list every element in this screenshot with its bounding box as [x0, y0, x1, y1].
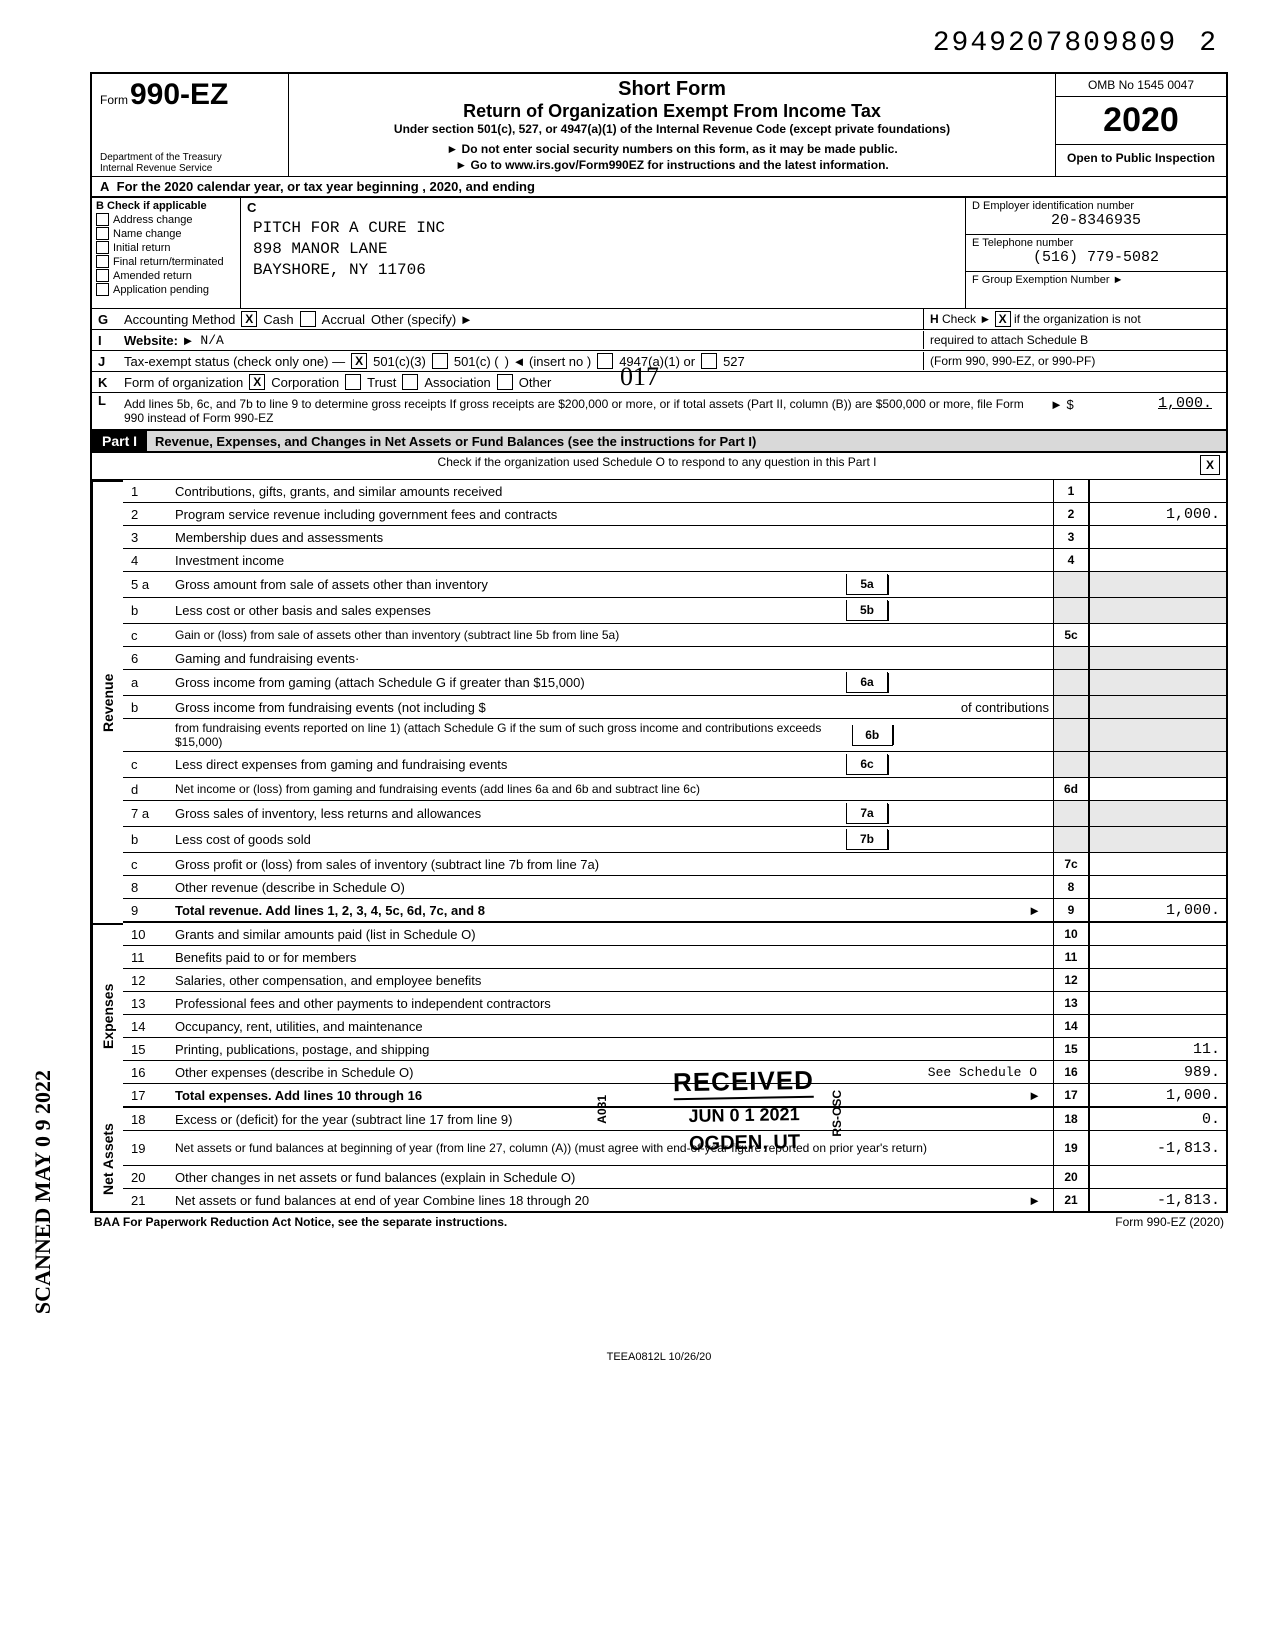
- f-label: F Group Exemption Number ►: [972, 274, 1220, 286]
- b-label: Check if applicable: [107, 200, 207, 212]
- h-line3: (Form 990, 990-EZ, or 990-PF): [923, 352, 1226, 370]
- header-center: Short Form Return of Organization Exempt…: [289, 74, 1056, 176]
- form-header: Form990-EZ Department of the Treasury In…: [90, 72, 1228, 177]
- dln-main: 294920780980: [933, 28, 1159, 59]
- chk-assoc[interactable]: [402, 374, 418, 390]
- part1-header: Part I Revenue, Expenses, and Changes in…: [90, 431, 1228, 453]
- h-note: H Check ► X if the organization is not: [923, 309, 1226, 329]
- row-a-text: For the 2020 calendar year, or tax year …: [117, 179, 535, 194]
- d-label: D Employer identification number: [972, 200, 1220, 212]
- header-right: OMB No 1545 0047 2020 Open to Public Ins…: [1056, 74, 1226, 176]
- chk-trust[interactable]: [345, 374, 361, 390]
- footer: BAA For Paperwork Reduction Act Notice, …: [90, 1213, 1228, 1231]
- side-expenses: Expenses: [92, 923, 123, 1108]
- chk-527[interactable]: [701, 353, 717, 369]
- side-revenue: Revenue: [92, 480, 123, 923]
- l-arrow: ► $: [1050, 397, 1074, 412]
- part1-label: Part I: [92, 431, 147, 451]
- j-label: Tax-exempt status (check only one) —: [124, 354, 345, 369]
- org-addr2: BAYSHORE, NY 11706: [253, 260, 965, 281]
- omb-number: OMB No 1545 0047: [1056, 74, 1226, 97]
- do-not-ssn: ► Do not enter social security numbers o…: [297, 142, 1047, 156]
- stamp-a031: A031: [595, 1095, 609, 1124]
- chk-501c[interactable]: [432, 353, 448, 369]
- part1-sub-chk[interactable]: X: [1200, 455, 1220, 475]
- footer-form: Form 990-EZ (2020): [1115, 1215, 1224, 1229]
- chk-other[interactable]: [497, 374, 513, 390]
- dln-number: 29492078098092: [933, 28, 1218, 59]
- chk-address[interactable]: Address change: [96, 213, 236, 226]
- chk-h[interactable]: X: [995, 311, 1011, 327]
- part1-title: Revenue, Expenses, and Changes in Net As…: [155, 434, 1226, 449]
- f-group: F Group Exemption Number ►: [966, 272, 1226, 308]
- row-l: L Add lines 5b, 6c, and 7b to line 9 to …: [90, 392, 1228, 431]
- scanned-stamp: SCANNED MAY 0 9 2022: [30, 1070, 56, 1314]
- goto-url: ► Go to www.irs.gov/Form990EZ for instru…: [297, 158, 1047, 172]
- org-name: PITCH FOR A CURE INC: [253, 218, 965, 239]
- part1-sub: Check if the organization used Schedule …: [120, 455, 1194, 469]
- i-value: N/A: [200, 333, 223, 348]
- side-net-assets: Net Assets: [92, 1108, 123, 1211]
- chk-4947[interactable]: [597, 353, 613, 369]
- chk-corp[interactable]: X: [249, 374, 265, 390]
- form-number: Form990-EZ: [100, 78, 280, 112]
- chk-name[interactable]: Name change: [96, 227, 236, 240]
- l-text: Add lines 5b, 6c, and 7b to line 9 to de…: [124, 397, 1040, 425]
- form-no: 990-EZ: [130, 78, 228, 111]
- dln-s2: 2: [1199, 28, 1218, 59]
- row-k: K Form of organization XCorporation Trus…: [90, 371, 1228, 392]
- org-name-block: PITCH FOR A CURE INC 898 MANOR LANE BAYS…: [241, 198, 965, 280]
- d-value: 20-8346935: [972, 212, 1220, 229]
- k-label: Form of organization: [124, 375, 243, 390]
- col-b-checkboxes: B Check if applicable Address change Nam…: [92, 198, 241, 308]
- dept-treasury: Department of the Treasury Internal Reve…: [100, 152, 280, 174]
- h-line2: required to attach Schedule B: [923, 331, 1226, 349]
- row-j: J Tax-exempt status (check only one) — X…: [90, 350, 1228, 371]
- col-c-org: C PITCH FOR A CURE INC 898 MANOR LANE BA…: [241, 198, 966, 308]
- chk-pending[interactable]: Application pending: [96, 283, 236, 296]
- see-schedule-o: See Schedule O: [928, 1065, 1049, 1080]
- return-title: Return of Organization Exempt From Incom…: [297, 101, 1047, 122]
- open-public: Open to Public Inspection: [1056, 145, 1226, 171]
- i-label: Website: ►: [124, 333, 194, 348]
- teea-code: TEEA0812L 10/26/20: [90, 1351, 1228, 1363]
- chk-final[interactable]: Final return/terminated: [96, 255, 236, 268]
- l-value: 1,000.: [1158, 395, 1220, 412]
- dln-s1: 9: [1158, 28, 1177, 59]
- org-addr1: 898 MANOR LANE: [253, 239, 965, 260]
- form-label: Form: [100, 93, 128, 107]
- header-left: Form990-EZ Department of the Treasury In…: [92, 74, 289, 176]
- handwritten-017: 017: [620, 362, 659, 392]
- e-phone: E Telephone number (516) 779-5082: [966, 235, 1226, 272]
- footer-baa: BAA For Paperwork Reduction Act Notice, …: [94, 1215, 507, 1229]
- under-section: Under section 501(c), 527, or 4947(a)(1)…: [297, 122, 1047, 136]
- chk-initial[interactable]: Initial return: [96, 241, 236, 254]
- chk-amended[interactable]: Amended return: [96, 269, 236, 282]
- d-ein: D Employer identification number 20-8346…: [966, 198, 1226, 235]
- c-label: C: [247, 200, 256, 215]
- schedule-table: Revenue 1Contributions, gifts, grants, a…: [90, 480, 1228, 1213]
- e-value: (516) 779-5082: [972, 249, 1220, 266]
- g-label: Accounting Method: [124, 312, 235, 327]
- row-a-tax-year: A For the 2020 calendar year, or tax yea…: [90, 177, 1228, 198]
- chk-501c3[interactable]: X: [351, 353, 367, 369]
- part1-subcheck: Check if the organization used Schedule …: [90, 453, 1228, 480]
- chk-cash[interactable]: X: [241, 311, 257, 327]
- row-g: G Accounting Method XCash Accrual Other …: [90, 308, 1228, 329]
- short-form-title: Short Form: [297, 78, 1047, 101]
- chk-accrual[interactable]: [300, 311, 316, 327]
- row-i: I Website: ► N/A required to attach Sche…: [90, 329, 1228, 350]
- tax-year: 2020: [1056, 97, 1226, 145]
- col-def: D Employer identification number 20-8346…: [966, 198, 1226, 308]
- block-bcdef: B Check if applicable Address change Nam…: [90, 198, 1228, 308]
- e-label: E Telephone number: [972, 237, 1220, 249]
- stamp-rsosc: RS-OSC: [830, 1090, 844, 1137]
